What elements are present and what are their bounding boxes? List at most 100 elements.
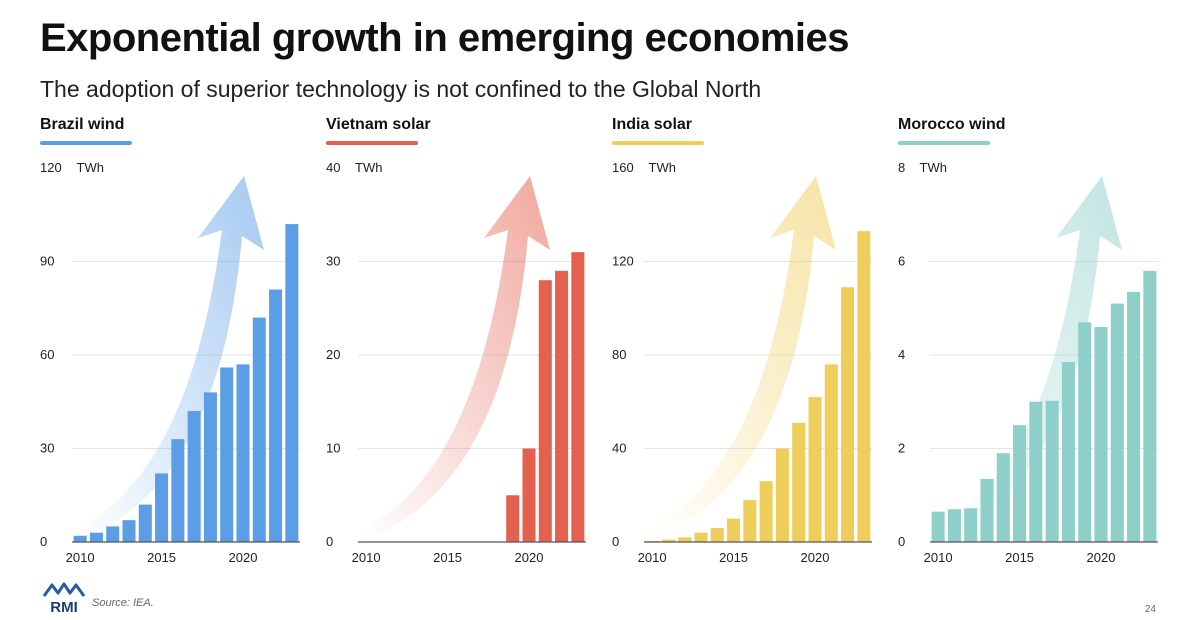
bar-2023 [571,252,585,542]
bar-2020 [236,364,250,542]
bar-2019 [1078,322,1092,542]
y-unit-label: TWh [649,160,676,175]
growth-arrow [936,176,1122,540]
source-note: Source: IEA. [92,597,154,609]
bar-2017 [759,481,773,542]
bar-2023 [1143,270,1157,542]
chart-svg: 0 40 80 120 160 TWh 2010 2015 2020 [612,160,872,565]
chart-panel-india-solar: India solar 0 40 80 120 160 TWh 2010 2015 2020 [612,116,882,576]
bar-2017 [1045,400,1059,542]
bar-2021 [824,364,838,542]
bar-2011 [661,539,675,542]
bar-2012 [678,537,692,542]
bar-2023 [285,224,299,542]
bar-2016 [743,499,757,542]
chart-color-line [40,141,132,145]
chart-panel-morocco-wind: Morocco wind 0 2 4 6 8 TWh 2010 2015 2020 [898,116,1168,576]
bar-2018 [775,448,789,542]
y-tick-label: 30 [326,254,340,269]
bar-2021 [252,317,266,542]
x-tick-label: 2010 [352,550,381,565]
y-unit-label: TWh [355,160,382,175]
bar-2011 [947,509,961,542]
x-tick-label: 2020 [801,550,830,565]
chart-title: Morocco wind [898,116,1006,133]
chart-panel-brazil-wind: Brazil wind 0 30 60 90 120 TWh 2010 2015 2020 [40,116,310,576]
bar-2019 [506,495,520,542]
bar-2012 [964,508,978,542]
x-tick-label: 2010 [66,550,95,565]
bar-2020 [522,448,536,542]
page-number: 24 [1144,604,1156,615]
chart-color-line [326,141,418,145]
bar-2011 [89,532,103,542]
bar-2019 [220,367,234,542]
bar-2014 [710,527,724,542]
y-tick-label: 160 [612,160,634,175]
bar-2022 [555,270,569,542]
bar-2022 [269,289,283,542]
page-title: Exponential growth in emerging economies [40,16,850,60]
chart-svg: 0 2 4 6 8 TWh 2010 2015 2020 [898,160,1158,565]
x-tick-label: 2015 [147,550,176,565]
y-tick-label: 0 [898,534,905,549]
bar-2013 [980,478,994,542]
bar-2022 [1127,291,1141,542]
growth-arrow [364,176,550,540]
x-tick-label: 2015 [719,550,748,565]
y-unit-label: TWh [77,160,104,175]
y-tick-label: 80 [612,347,626,362]
rmi-logo-text: RMI [50,599,78,614]
chart-title: Brazil wind [40,116,125,133]
y-tick-label: 2 [898,441,905,456]
bar-2015 [155,473,169,542]
bar-2013 [694,532,708,542]
bar-2015 [727,518,741,542]
y-tick-label: 6 [898,254,905,269]
bar-2020 [1094,326,1108,542]
bar-2015 [1013,425,1027,542]
bar-2020 [808,397,822,542]
y-tick-label: 10 [326,441,340,456]
bar-2018 [1061,362,1075,542]
x-tick-label: 2015 [1005,550,1034,565]
bar-2013 [122,520,136,542]
bar-2014 [138,504,152,542]
bar-2018 [203,392,217,542]
y-tick-label: 60 [40,347,54,362]
chart-svg: 0 10 20 30 40 TWh 2010 2015 2020 [326,160,586,565]
y-tick-label: 120 [612,254,634,269]
chart-svg: 0 30 60 90 120 TWh 2010 2015 2020 [40,160,300,565]
x-tick-label: 2010 [638,550,667,565]
y-tick-label: 8 [898,160,905,175]
y-tick-label: 0 [612,534,619,549]
growth-arrow [78,176,264,540]
y-tick-label: 20 [326,347,340,362]
chart-color-line [612,141,704,145]
y-tick-label: 90 [40,254,54,269]
chart-panel-vietnam-solar: Vietnam solar 0 10 20 30 40 TWh 2010 2015 2020 [326,116,596,576]
y-tick-label: 0 [40,534,47,549]
growth-arrow [650,176,836,540]
bar-2016 [1029,401,1043,542]
bar-2021 [538,280,552,542]
bar-2023 [857,231,871,543]
y-tick-label: 30 [40,441,54,456]
bar-2012 [106,526,120,542]
x-tick-label: 2020 [229,550,258,565]
y-unit-label: TWh [920,160,947,175]
bar-2010 [73,535,87,542]
chart-title: India solar [612,116,693,133]
page-subtitle: The adoption of superior technology is n… [40,76,762,102]
chart-title: Vietnam solar [326,116,431,133]
x-tick-label: 2020 [515,550,544,565]
bar-2022 [841,287,855,542]
bar-2019 [792,422,806,542]
rmi-logo: RMI [42,582,86,614]
bar-2017 [187,411,201,542]
bar-2014 [996,453,1010,542]
y-tick-label: 120 [40,160,62,175]
bar-2021 [1110,303,1124,542]
x-tick-label: 2020 [1087,550,1116,565]
bar-2016 [171,439,185,542]
